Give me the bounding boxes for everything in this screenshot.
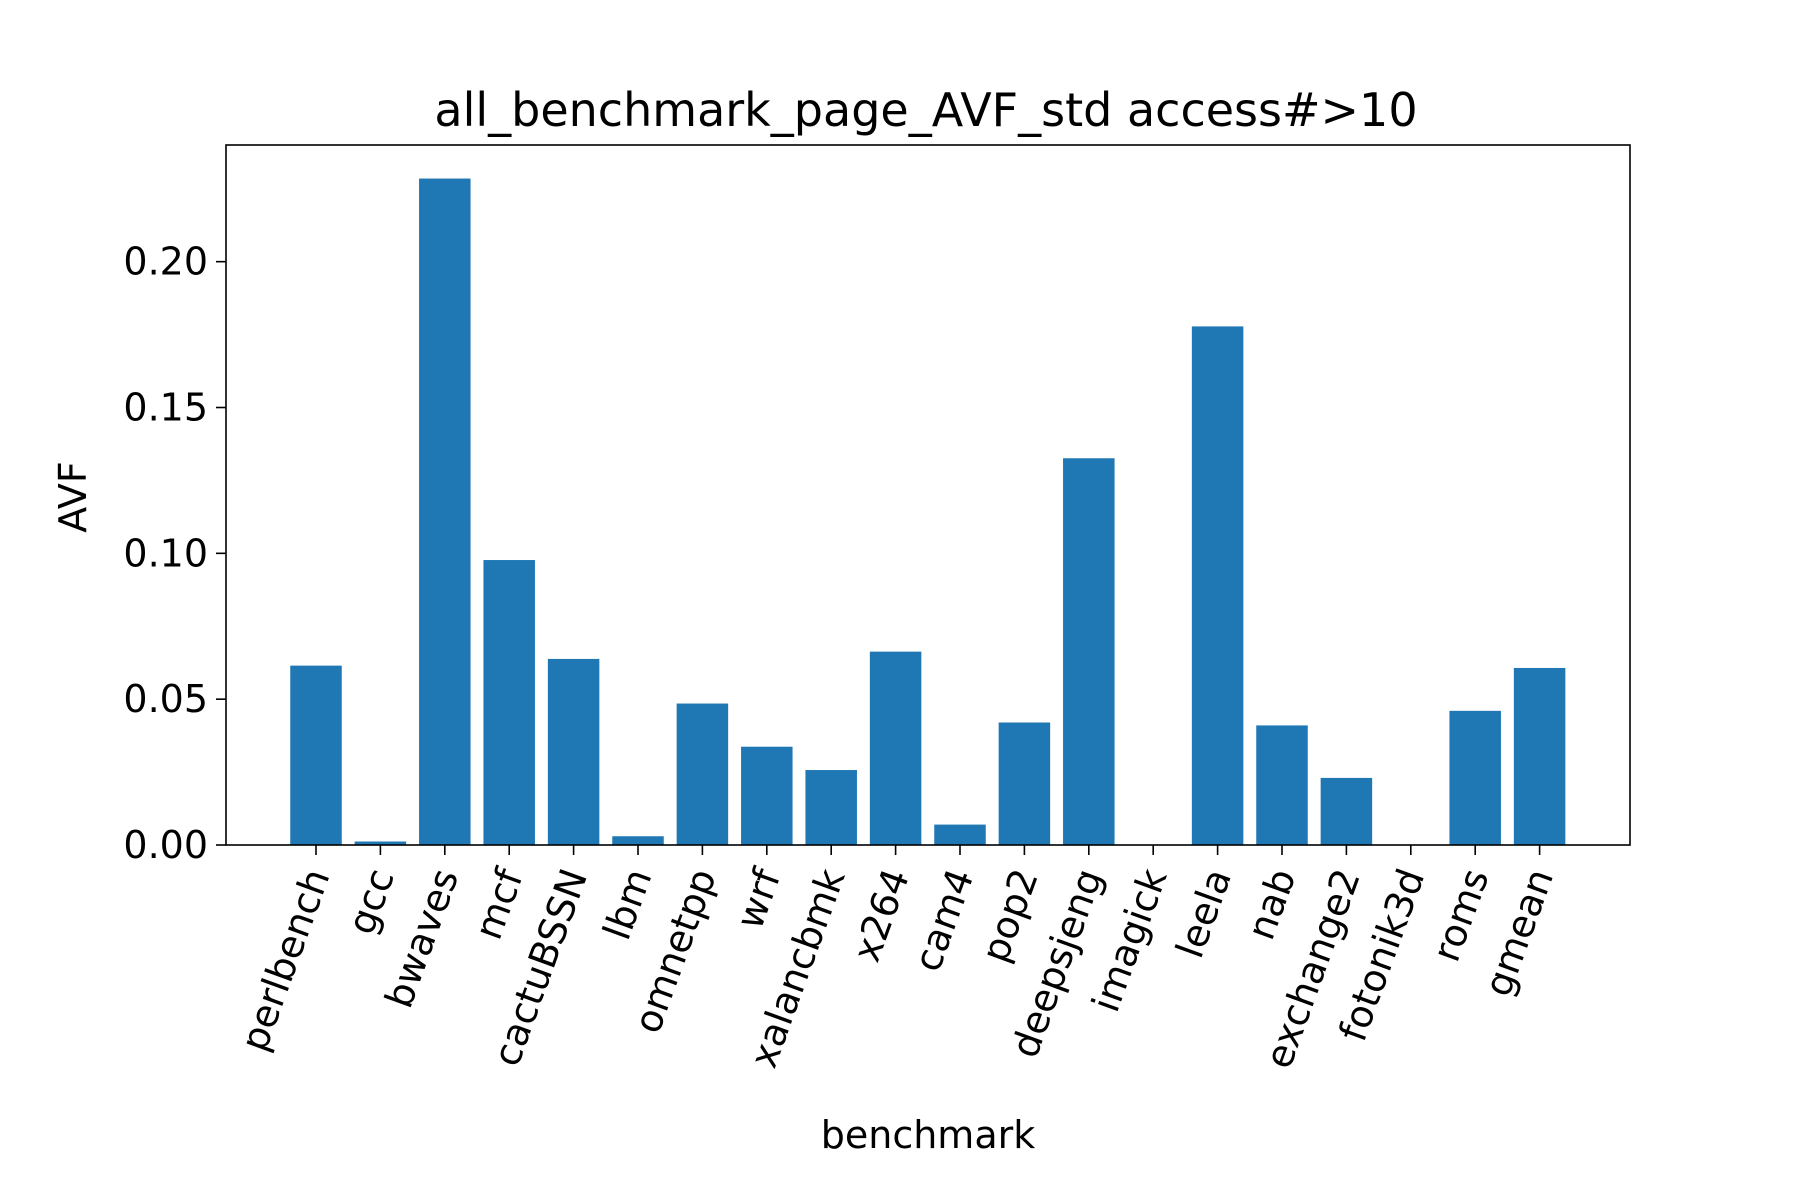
bar-cam4 (934, 824, 986, 845)
x-tick-label: perlbench (232, 863, 338, 1057)
bar-gmean (1513, 667, 1566, 845)
bar-perlbench (290, 665, 342, 845)
bar-roms (1449, 710, 1501, 845)
bar-bwaves (419, 178, 471, 845)
x-axis-label: benchmark (821, 1113, 1036, 1157)
bar-mcf (483, 560, 535, 845)
x-tick-label: wrf (727, 862, 789, 935)
y-tick-label: 0.00 (123, 823, 208, 867)
x-tick-label: x264 (844, 863, 918, 967)
bar-leela (1191, 326, 1244, 846)
bar-nab (1256, 725, 1308, 845)
plot-frame (225, 144, 1631, 846)
bar-pop2 (998, 722, 1051, 845)
x-tick-label: pop2 (973, 863, 1047, 968)
bar-gcc (354, 841, 407, 845)
bars-group (290, 178, 1566, 846)
bar-wrf (741, 746, 793, 845)
y-tick-label: 0.20 (123, 240, 208, 284)
y-tick-label: 0.10 (123, 531, 208, 575)
bar-omnetpp (676, 703, 729, 845)
x-tick-label: mcf (466, 862, 532, 946)
y-axis-label: AVF (51, 461, 95, 532)
x-axis: perlbench gccbwavesmcfcactuBSSNlbmomnetpp… (232, 845, 1562, 1074)
x-tick-label: lbm (595, 863, 661, 945)
x-tick-label: leela (1168, 863, 1241, 964)
bar-xalancbmk (805, 770, 857, 845)
bar-exchange2 (1320, 777, 1373, 845)
x-tick-label: gcc (339, 863, 403, 940)
bar-lbm (612, 836, 664, 845)
chart-title: all_benchmark_page_AVF_std access#>10 (434, 83, 1417, 137)
y-tick-label: 0.15 (123, 386, 208, 430)
bar-cactuBSSN (547, 658, 600, 845)
x-tick-label: roms (1424, 863, 1498, 967)
bar-deepsjeng (1063, 458, 1115, 845)
y-axis: 0.00 0.05 0.10 0.15 0.20 (123, 240, 226, 867)
y-tick-label: 0.05 (123, 677, 208, 721)
x-tick-label: nab (1239, 863, 1305, 945)
bar-x264 (869, 651, 922, 845)
